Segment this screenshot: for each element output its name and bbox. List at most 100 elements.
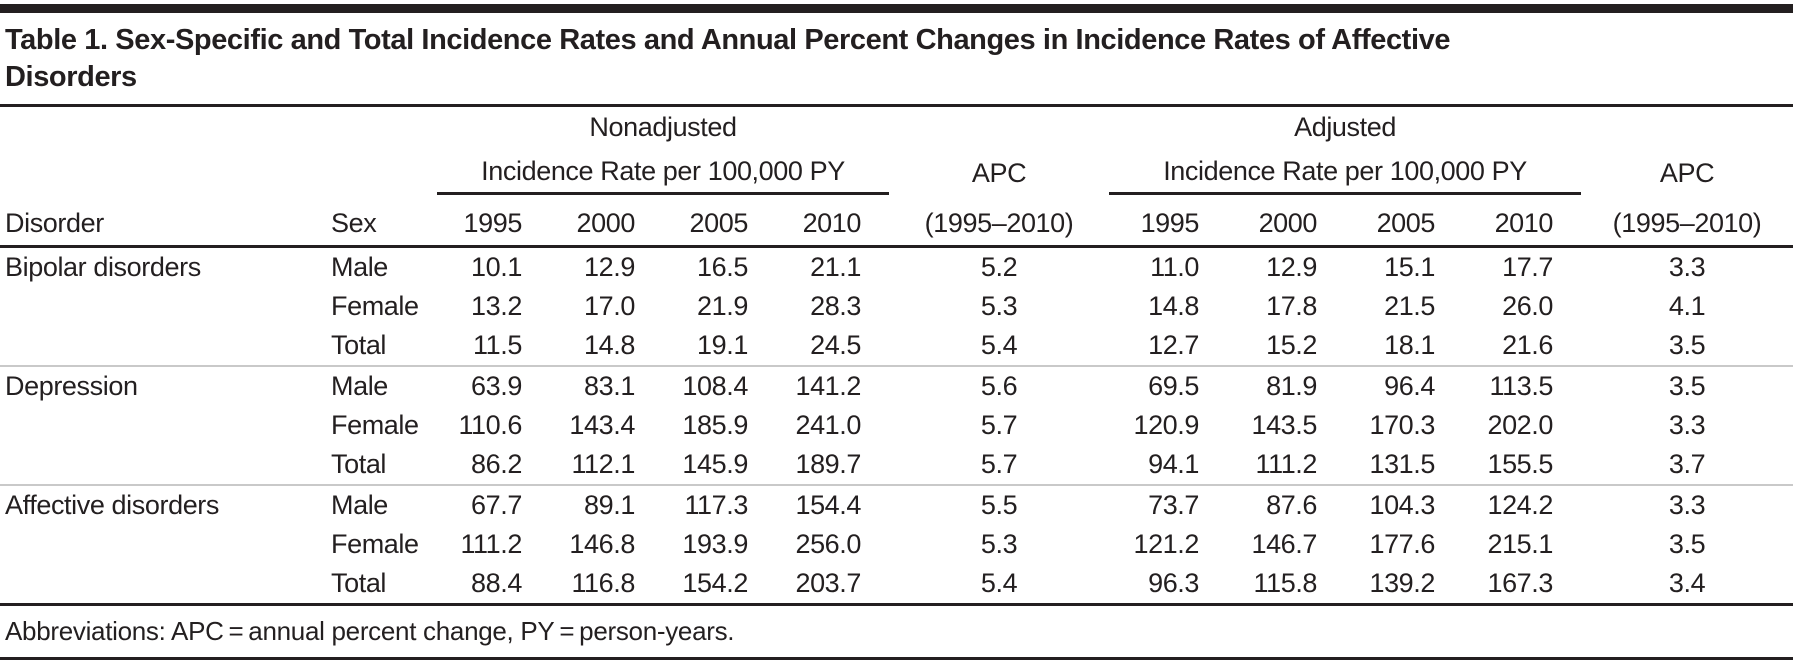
rate-cell: 14.8: [584, 330, 635, 360]
disorder-cell: [0, 445, 325, 485]
year-header-adjusted-2000: 2000: [1227, 193, 1346, 248]
rate-cell: 145.9: [682, 449, 748, 479]
rate-cell: 185.9: [682, 410, 748, 440]
rate-cell: 120.9: [1133, 410, 1200, 440]
year-header-adjusted-2010: 2010: [1463, 193, 1582, 248]
rate-cell: 12.9: [584, 252, 635, 282]
rate-cell: 24.5: [810, 330, 862, 360]
table-title: Table 1. Sex-Specific and Total Incidenc…: [0, 13, 1793, 107]
year-header-adjusted-2005: 2005: [1345, 193, 1464, 248]
rate-cell: 10.1: [471, 252, 522, 282]
rate-cell: 108.4: [663, 365, 776, 406]
rate-cell: 12.7: [1148, 330, 1200, 360]
top-rule-bar: [0, 4, 1793, 13]
sex-cell: Female: [331, 291, 419, 321]
rate-cell: 104.3: [1345, 484, 1464, 525]
rate-cell: 111.2: [460, 529, 522, 559]
subheader-incidence-rate-adjusted: Incidence Rate per 100,000 PY: [1109, 143, 1582, 195]
spacer-cell: [0, 143, 325, 194]
rate-cell: 111.2: [1255, 449, 1318, 479]
group-header-nonadjusted: Nonadjusted: [589, 112, 737, 142]
disorder-cell: [0, 525, 325, 564]
rate-cell: 13.2: [471, 291, 522, 321]
apc-cell: 5.5: [889, 484, 1110, 525]
rate-cell: 155.5: [1487, 449, 1554, 479]
header-row-columns: Disorder Sex 1995 2000 2005 2010 (1995–2…: [0, 193, 1793, 248]
table-row-affective-total: Total 88.4 116.8 154.2 203.7 5.4 96.3 11…: [0, 564, 1793, 603]
rate-cell: 177.6: [1369, 529, 1436, 559]
sex-cell: Male: [325, 484, 437, 525]
rate-cell: 28.3: [810, 291, 862, 321]
spacer-cell: [325, 143, 437, 194]
apc-cell: 3.3: [1581, 484, 1793, 525]
rate-cell: 12.9: [1266, 252, 1318, 282]
spacer-cell: [889, 107, 1109, 143]
rate-cell: 139.2: [1369, 568, 1436, 598]
rate-cell: 88.4: [471, 568, 522, 598]
group-header-adjusted: Adjusted: [1294, 112, 1396, 142]
rate-cell: 21.6: [1502, 330, 1554, 360]
rate-cell: 189.7: [795, 449, 862, 479]
disorder-cell: Affective disorders: [0, 484, 325, 525]
apc-cell: 5.3: [980, 291, 1018, 321]
rate-cell: 110.6: [458, 410, 522, 440]
column-header-sex: Sex: [325, 193, 437, 248]
rate-cell: 18.1: [1384, 330, 1436, 360]
rate-cell: 117.3: [663, 484, 776, 525]
rate-cell: 17.0: [584, 291, 635, 321]
rate-cell: 115.8: [1253, 568, 1318, 598]
rate-cell: 113.5: [1463, 365, 1582, 406]
incidence-rates-table: Nonadjusted Adjusted Incidence Rate per …: [0, 107, 1793, 603]
disorder-cell: [0, 406, 325, 445]
rate-cell: 154.2: [682, 568, 748, 598]
rate-cell: 73.7: [1109, 484, 1228, 525]
spacer-cell: [0, 107, 325, 143]
rate-cell: 256.0: [795, 529, 862, 559]
header-row-subgroup-labels: Incidence Rate per 100,000 PY APC Incide…: [0, 143, 1793, 195]
rate-cell: 241.0: [795, 410, 862, 440]
apc-range-header-adjusted: (1995–2010): [1581, 193, 1793, 248]
table-row-depression-male: Depression Male 63.9 83.1 108.4 141.2 5.…: [0, 365, 1793, 406]
rate-cell: 14.8: [1148, 291, 1200, 321]
sex-cell: Total: [331, 568, 387, 598]
rate-cell: 96.4: [1345, 365, 1464, 406]
apc-cell: 4.1: [1668, 291, 1706, 321]
rate-cell: 116.8: [571, 568, 635, 598]
apc-range-header-nonadjusted: (1995–2010): [889, 193, 1110, 248]
rate-cell: 86.2: [471, 449, 522, 479]
table-row-affective-male: Affective disorders Male 67.7 89.1 117.3…: [0, 484, 1793, 525]
rate-cell: 124.2: [1463, 484, 1582, 525]
year-header-nonadjusted-2000: 2000: [550, 193, 663, 248]
rate-cell: 69.5: [1109, 365, 1228, 406]
journal-table-page: Table 1. Sex-Specific and Total Incidenc…: [0, 4, 1793, 660]
rate-cell: 146.7: [1251, 529, 1318, 559]
rate-cell: 15.1: [1384, 252, 1436, 282]
sex-cell: Female: [331, 529, 419, 559]
apc-cell: 3.3: [1668, 252, 1706, 282]
sex-cell: Total: [331, 330, 387, 360]
rate-cell: 167.3: [1487, 568, 1554, 598]
apc-cell: 3.5: [1668, 529, 1706, 559]
rate-cell: 89.1: [550, 484, 663, 525]
rate-cell: 63.9: [437, 365, 550, 406]
rate-cell: 11.0: [1150, 252, 1200, 282]
table-title-line1: Table 1. Sex-Specific and Total Incidenc…: [5, 24, 1451, 56]
apc-cell: 3.4: [1668, 568, 1706, 598]
rate-cell: 143.4: [569, 410, 635, 440]
year-header-nonadjusted-1995: 1995: [437, 193, 550, 248]
rate-cell: 193.9: [682, 529, 748, 559]
apc-cell: 5.7: [980, 449, 1018, 479]
rate-cell: 81.9: [1227, 365, 1346, 406]
table-row-bipolar-female: Female 13.2 17.0 21.9 28.3 5.3 14.8 17.8…: [0, 287, 1793, 326]
table-row-affective-female: Female 111.2 146.8 193.9 256.0 5.3 121.2…: [0, 525, 1793, 564]
rate-cell: 17.8: [1266, 291, 1318, 321]
apc-cell: 3.5: [1581, 365, 1793, 406]
sex-cell: Male: [325, 365, 437, 406]
disorder-cell: [0, 564, 325, 603]
rate-cell: 215.1: [1487, 529, 1554, 559]
sex-cell: Male: [331, 252, 388, 282]
rate-cell: 87.6: [1227, 484, 1346, 525]
apc-cell: 5.2: [980, 252, 1018, 282]
rate-cell: 15.2: [1266, 330, 1318, 360]
disorder-cell: Depression: [0, 365, 325, 406]
